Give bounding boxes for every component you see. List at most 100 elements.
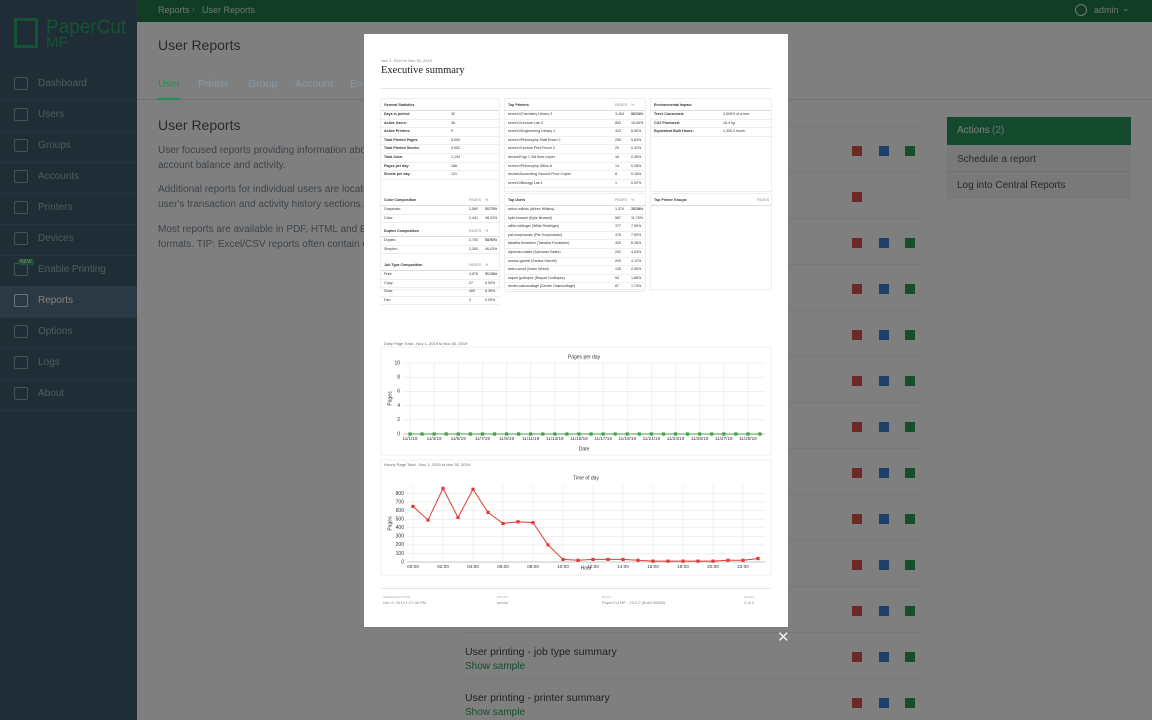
table-row: server1\Lecture Lab 3 803 16.65% — [505, 120, 645, 129]
footer-value: PaperCut MF - 19.2.0 (Build 50863) — [602, 600, 666, 605]
table-row: dexter.oakmooilage (Dexter Oakmooilage) 8… — [505, 283, 645, 292]
row-label: Sheets per day: — [384, 172, 411, 177]
row-label: Active Users: — [384, 120, 407, 125]
row-value: 87 — [615, 284, 619, 289]
data-point — [576, 558, 580, 562]
y-tick-label: 400 — [396, 525, 405, 531]
row-value: 11.75% — [631, 215, 643, 220]
x-tick-label: 10:00 — [557, 564, 569, 569]
tab[interactable]: Group — [248, 78, 278, 90]
table-title: General Statistics — [384, 103, 415, 107]
row-label: server1\Biology Lab 1 — [508, 180, 543, 185]
row-label: santos.garrett (Santos Garrett) — [508, 258, 557, 263]
row-label: dexter.oakmooilage (Dexter Oakmooilage) — [508, 284, 576, 289]
x-tick-label: 11/21/19 — [643, 436, 661, 441]
x-tick-label: 11/27/19 — [715, 436, 733, 441]
row-value: 423 — [615, 129, 621, 134]
row-value: 91.12% — [485, 272, 498, 276]
data-point — [711, 559, 715, 563]
row-label: Total Printed Sheets: — [384, 146, 420, 151]
data-point — [698, 432, 702, 436]
tab[interactable]: Account — [295, 78, 333, 90]
row-value: 53.97% — [485, 238, 498, 242]
footer-label: RUN BY — [497, 595, 509, 599]
table-header: General Statistics — [381, 101, 499, 111]
row-value: 5,000 — [451, 137, 460, 142]
table-row: device\Accounting Second Floor Copier 8 0.… — [505, 171, 645, 180]
row-value: 3,952 — [451, 146, 460, 151]
row-value: 36 — [451, 120, 455, 125]
row-value: 48.23% — [485, 215, 498, 220]
table-row: Fax: 0 0.00% — [381, 297, 499, 306]
row-value: 1,374 — [615, 207, 624, 211]
y-tick-label: 600 — [396, 508, 405, 514]
row-label: Total Jobs: — [384, 154, 403, 159]
table-row: willie.riddinger (Willie Riddinger) 377 7.… — [505, 223, 645, 232]
series-line — [412, 487, 759, 562]
table-title: Top Printers — [508, 103, 529, 107]
data-point — [589, 432, 593, 436]
column-header: PAGES — [469, 229, 482, 233]
row-label: willie.riddinger (Willie Riddinger) — [508, 224, 560, 229]
x-tick-label: 11/19/19 — [618, 436, 636, 441]
row-value: 803 — [615, 120, 621, 125]
row-value: 0.00% — [485, 297, 496, 302]
data-point — [651, 559, 655, 563]
tab[interactable]: En — [350, 78, 363, 90]
x-tick-label: 11/9/19 — [499, 436, 514, 441]
row-label: device\Engr 1 3rd floor copier — [508, 154, 555, 159]
data-point — [492, 432, 497, 436]
row-value: 0.02% — [631, 180, 642, 185]
x-tick-label: 18:00 — [677, 564, 689, 569]
row-value: 18.4 kg — [723, 120, 735, 125]
row-value: 51.77% — [485, 207, 498, 211]
tab[interactable]: Printer — [198, 78, 229, 90]
x-tick-label: 11/23/19 — [667, 436, 685, 441]
row-value: 16.65% — [631, 120, 644, 125]
y-tick-label: 8 — [397, 375, 400, 381]
x-tick-label: 16:00 — [647, 564, 659, 569]
data-point — [480, 432, 485, 436]
stats-table: Color Composition PAGES% TOTAL Grayscale: 2… — [381, 196, 499, 224]
row-value: 68.24% — [631, 112, 644, 116]
doc-title: Executive summary — [381, 65, 465, 76]
row-value: 330 — [615, 241, 621, 246]
row-value: 376 — [615, 232, 621, 237]
row-value: 0.54% — [485, 280, 496, 285]
data-point — [606, 557, 610, 562]
row-value: 2,700 — [469, 238, 478, 242]
y-tick-label: 2 — [397, 417, 400, 423]
data-point — [444, 432, 448, 436]
row-value: 14 — [615, 163, 619, 168]
table-title: Color Composition — [384, 198, 417, 202]
rule — [381, 88, 771, 89]
row-label: Pages per day: — [384, 163, 410, 168]
table-row: Pages per day: 166 — [381, 163, 499, 172]
data-point — [541, 432, 545, 436]
rule — [381, 588, 771, 589]
row-value: 567 — [615, 215, 621, 220]
row-label: alphonso.bales (Alphonso Bales) — [508, 249, 561, 254]
x-tick-label: 11/1/19 — [403, 436, 418, 441]
row-value: 20 — [615, 146, 619, 151]
data-point — [471, 487, 475, 491]
row-value: 1.88% — [631, 275, 642, 280]
data-point — [685, 432, 690, 436]
data-point — [408, 432, 412, 436]
row-value: 1,194 — [451, 154, 460, 159]
column-header: PAGES — [757, 198, 770, 202]
table-row: server1\Philosophy Office A 14 0.28% — [505, 163, 645, 172]
chart-title: Time of day — [573, 475, 599, 481]
card — [651, 194, 771, 289]
table-row: server1\Chemistry Library 3 3,404 68.24% — [505, 111, 645, 120]
y-tick-label: 700 — [396, 499, 405, 505]
row-value: 0.16% — [631, 172, 642, 177]
data-point — [456, 515, 460, 520]
row-label: pat.ooupinaratz (Pat Ooupinaratz) — [508, 232, 563, 237]
tab[interactable]: User — [158, 78, 181, 100]
row-label: tabatha.flockstein (Tabatha Flockstein) — [508, 241, 570, 246]
row-label: device\Accounting Second Floor Copier — [508, 172, 572, 177]
x-tick-label: 11/29/19 — [739, 436, 757, 441]
close-button[interactable]: ✕ — [777, 629, 790, 646]
